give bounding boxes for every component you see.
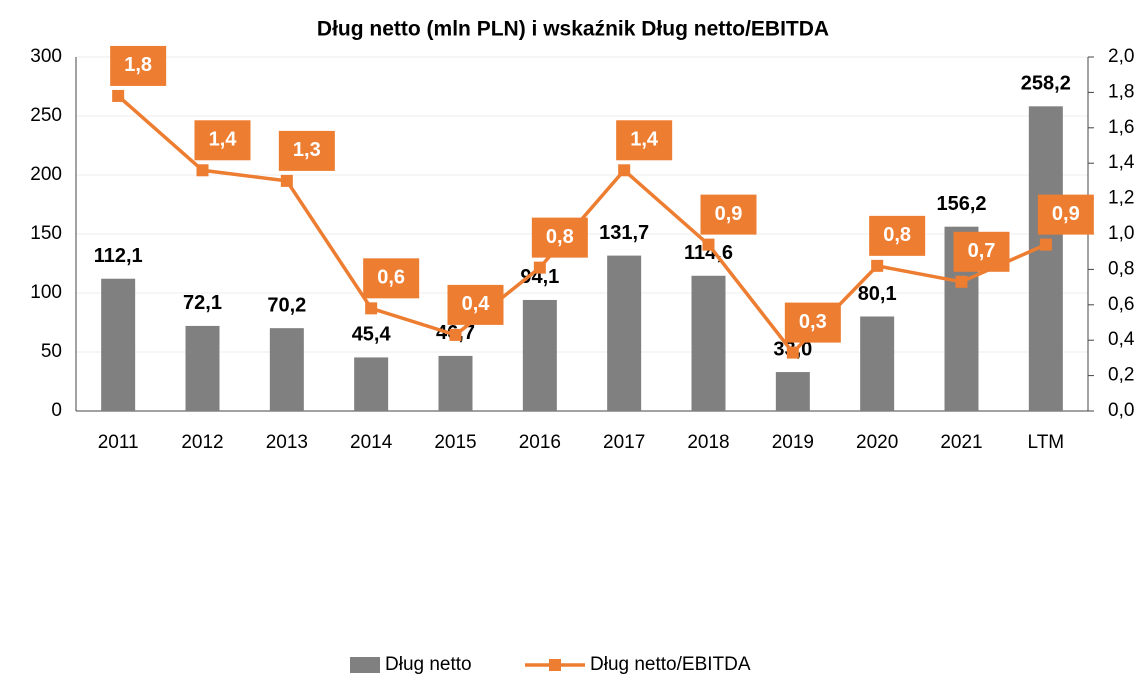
legend-swatch bbox=[350, 657, 380, 673]
bar bbox=[354, 357, 389, 411]
y-tick-label: 50 bbox=[41, 341, 62, 362]
line-marker bbox=[871, 259, 884, 272]
line-label: 0,4 bbox=[462, 293, 491, 315]
legend-swatch bbox=[549, 659, 561, 671]
line-label: 0,6 bbox=[377, 267, 405, 289]
bar-label: 70,2 bbox=[267, 294, 306, 316]
bar bbox=[1028, 106, 1063, 411]
label-box bbox=[278, 130, 335, 171]
bar bbox=[185, 325, 220, 411]
bar-label: 94,1 bbox=[520, 266, 559, 288]
y2-tick-label: 1,6 bbox=[1108, 117, 1134, 138]
x-tick-label: 2017 bbox=[603, 432, 645, 453]
y2-tick-label: 0,0 bbox=[1108, 400, 1134, 421]
x-tick-label: 2019 bbox=[772, 432, 814, 453]
label-box bbox=[700, 194, 757, 235]
line-label: 0,7 bbox=[968, 240, 996, 262]
line-marker bbox=[112, 89, 125, 102]
bar bbox=[775, 372, 810, 411]
x-tick-label: 2020 bbox=[856, 432, 898, 453]
y2-tick-label: 0,4 bbox=[1108, 329, 1135, 350]
bar bbox=[607, 255, 642, 411]
bar bbox=[860, 316, 895, 411]
x-tick-label: 2015 bbox=[434, 432, 476, 453]
y2-tick-label: 2,0 bbox=[1108, 46, 1134, 67]
bar bbox=[522, 299, 557, 411]
line-marker bbox=[533, 261, 546, 274]
line-label: 0,8 bbox=[883, 224, 911, 246]
bar-label: 80,1 bbox=[858, 283, 897, 305]
line-marker bbox=[280, 174, 293, 187]
bar-label: 258,2 bbox=[1021, 73, 1071, 95]
bar bbox=[101, 278, 136, 411]
bar-label: 131,7 bbox=[599, 222, 649, 244]
y-tick-label: 300 bbox=[30, 46, 62, 67]
x-tick-label: 2021 bbox=[940, 432, 982, 453]
y2-tick-label: 1,0 bbox=[1108, 223, 1134, 244]
x-tick-label: LTM bbox=[1028, 432, 1065, 453]
y2-tick-label: 1,2 bbox=[1108, 188, 1134, 209]
line-marker bbox=[786, 346, 799, 359]
line-label: 1,4 bbox=[630, 129, 659, 151]
x-tick-label: 2014 bbox=[350, 432, 393, 453]
label-box bbox=[363, 258, 420, 299]
x-tick-label: 2018 bbox=[687, 432, 729, 453]
line-marker bbox=[365, 302, 378, 315]
line-marker bbox=[196, 164, 209, 177]
line-label: 0,3 bbox=[799, 311, 827, 333]
y-tick-label: 200 bbox=[30, 164, 62, 185]
y2-tick-label: 1,8 bbox=[1108, 81, 1134, 102]
line-marker bbox=[1039, 238, 1052, 251]
line-label: 1,3 bbox=[293, 139, 321, 161]
y2-tick-label: 0,6 bbox=[1108, 294, 1134, 315]
legend-label: Dług netto bbox=[385, 654, 472, 675]
chart-title: Dług netto (mln PLN) i wskaźnik Dług net… bbox=[317, 18, 829, 41]
bar-label: 72,1 bbox=[183, 292, 222, 314]
line-label: 0,8 bbox=[546, 226, 574, 248]
y2-tick-label: 0,8 bbox=[1108, 258, 1134, 279]
line-marker bbox=[618, 164, 631, 177]
x-tick-label: 2011 bbox=[98, 432, 139, 453]
label-box bbox=[194, 120, 251, 161]
label-box bbox=[447, 284, 504, 325]
line-marker bbox=[702, 238, 715, 251]
label-box bbox=[784, 302, 841, 343]
x-tick-label: 2012 bbox=[181, 432, 223, 453]
line-label: 1,4 bbox=[209, 129, 238, 151]
label-box bbox=[953, 231, 1010, 272]
y-tick-label: 100 bbox=[30, 282, 62, 303]
y-tick-label: 0 bbox=[51, 400, 62, 421]
y-tick-label: 150 bbox=[30, 223, 62, 244]
label-box bbox=[1037, 194, 1094, 235]
y2-tick-label: 1,4 bbox=[1108, 152, 1135, 173]
line-marker bbox=[449, 328, 462, 341]
label-box bbox=[869, 215, 926, 256]
line-label: 0,9 bbox=[715, 203, 743, 225]
bar-label: 45,4 bbox=[352, 324, 392, 346]
x-tick-label: 2013 bbox=[266, 432, 308, 453]
bar-label: 156,2 bbox=[936, 193, 986, 215]
label-box bbox=[616, 120, 673, 161]
x-tick-label: 2016 bbox=[519, 432, 561, 453]
line-label: 0,9 bbox=[1052, 203, 1080, 225]
y-tick-label: 250 bbox=[30, 105, 62, 126]
y2-tick-label: 0,2 bbox=[1108, 365, 1134, 386]
label-box bbox=[110, 45, 167, 86]
label-box bbox=[531, 217, 588, 258]
line-label: 1,8 bbox=[124, 54, 152, 76]
line-marker bbox=[955, 275, 968, 288]
bar-label: 112,1 bbox=[94, 245, 143, 267]
legend-label: Dług netto/EBITDA bbox=[590, 654, 751, 675]
bar bbox=[691, 275, 726, 411]
bar bbox=[438, 355, 473, 411]
bar bbox=[269, 328, 304, 411]
